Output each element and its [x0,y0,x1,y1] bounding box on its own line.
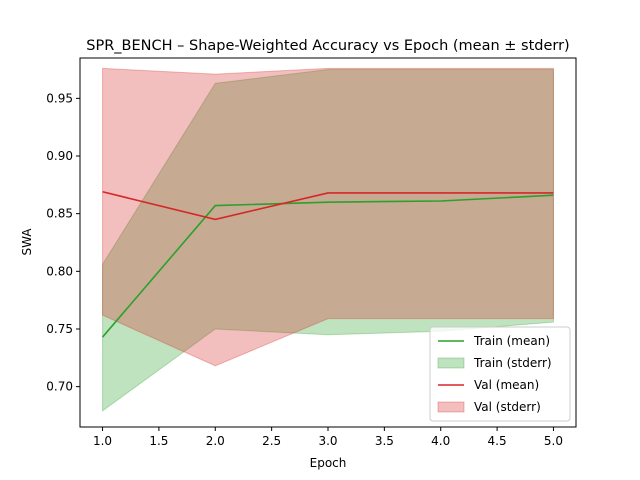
train-stderr-legend-swatch [437,357,465,369]
val-mean-legend-label: Val (mean) [474,378,539,392]
train-stderr-band [102,69,554,412]
x-tick-label: 4.0 [431,434,450,448]
y-tick-label: 0.95 [46,91,73,105]
y-tick-label: 0.90 [46,149,73,163]
x-tick-label: 5.0 [544,434,563,448]
legend-box [429,326,571,422]
y-tick-label: 0.85 [46,207,73,221]
plot-frame [79,57,577,428]
x-tick-label: 2.0 [206,434,225,448]
x-axis-ticks: 1.0 1.5 2.0 2.5 3.0 3.5 4.0 4.5 5.0 [93,427,563,448]
y-tick-label: 0.80 [46,264,73,278]
x-axis-label: Epoch [310,456,347,470]
train-mean-legend-label: Train (mean) [473,334,550,348]
legend: Train (mean) Train (stderr) Val (mean) Val … [429,326,571,422]
val-stderr-legend-swatch [437,401,465,413]
plot-series [101,67,554,412]
y-tick-label: 0.75 [46,322,73,336]
chart-title: SPR_BENCH – Shape-Weighted Accuracy vs E… [86,38,569,54]
x-tick-label: 1.5 [149,434,168,448]
y-axis-ticks: 0.70 0.75 0.80 0.85 0.90 0.95 [46,91,80,394]
x-tick-label: 1.0 [93,434,112,448]
x-tick-label: 3.5 [375,434,394,448]
x-tick-label: 2.5 [262,434,281,448]
y-axis-label: SWA [20,228,34,256]
train-stderr-legend-label: Train (stderr) [473,356,552,370]
x-tick-label: 4.5 [488,434,507,448]
val-stderr-band [102,67,554,367]
y-tick-label: 0.70 [46,380,73,394]
x-tick-label: 3.0 [318,434,337,448]
val-stderr-legend-label: Val (stderr) [474,400,541,414]
